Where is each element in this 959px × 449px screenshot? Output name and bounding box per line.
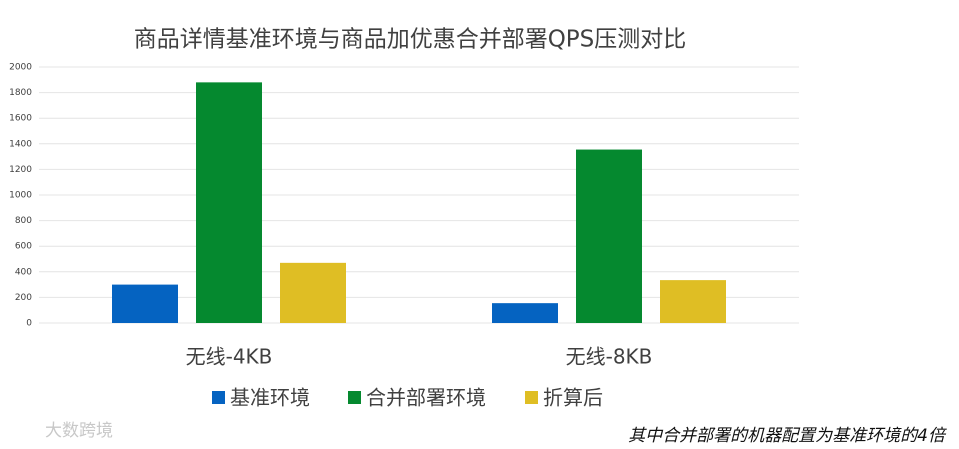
legend-label: 合并部署环境 — [366, 386, 486, 410]
legend-swatch — [525, 391, 538, 404]
bar — [660, 280, 726, 323]
y-tick-label: 2000 — [9, 63, 32, 73]
bar — [576, 149, 642, 323]
y-tick-label: 1200 — [9, 165, 32, 175]
y-tick-label: 1400 — [9, 139, 32, 149]
legend-label: 基准环境 — [230, 386, 310, 410]
y-tick-label: 1000 — [9, 191, 32, 201]
bar — [112, 284, 178, 323]
y-tick-label: 600 — [15, 242, 32, 252]
chart-title: 商品详情基准环境与商品加优惠合并部署QPS压测对比 — [134, 27, 687, 53]
legend-swatch — [212, 391, 225, 404]
bar — [492, 303, 558, 323]
annotation: 其中合并部署的机器配置为基准环境的4倍 — [628, 426, 947, 446]
y-tick-label: 1600 — [9, 114, 32, 124]
x-tick-label: 无线-4KB — [186, 345, 273, 369]
y-tick-label: 800 — [15, 216, 32, 226]
y-tick-label: 0 — [26, 319, 32, 329]
y-tick-label: 1800 — [9, 88, 32, 98]
bar — [280, 262, 346, 323]
watermark: 大数跨境 — [45, 421, 113, 441]
legend-swatch — [348, 391, 361, 404]
x-tick-label: 无线-8KB — [566, 345, 653, 369]
bar — [196, 82, 262, 323]
legend-label: 折算后 — [543, 386, 603, 410]
y-tick-label: 200 — [15, 293, 32, 303]
y-tick-label: 400 — [15, 267, 32, 277]
